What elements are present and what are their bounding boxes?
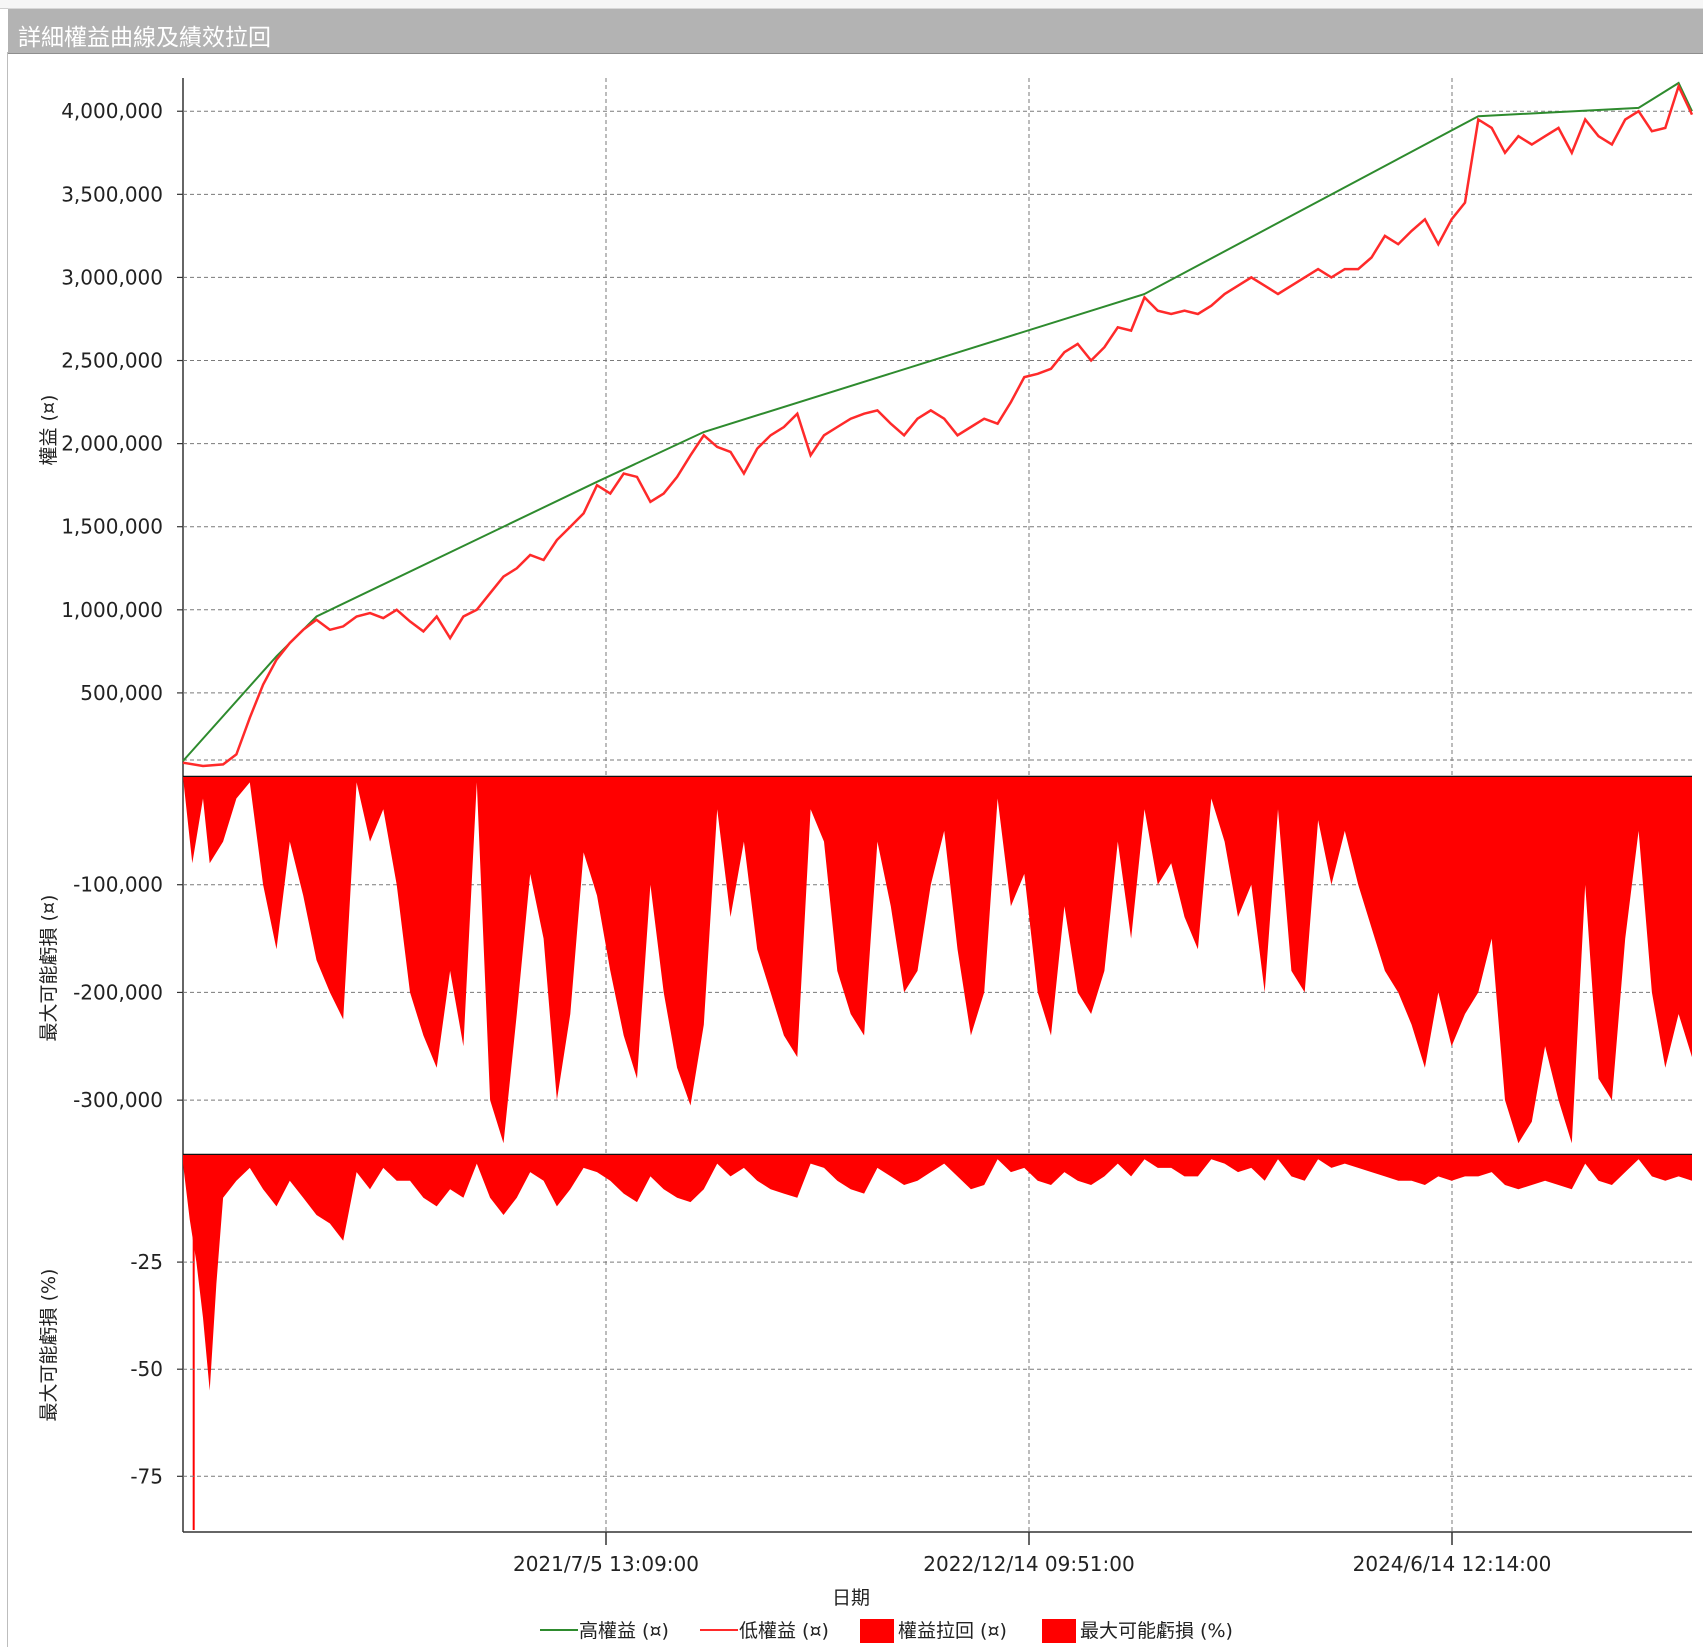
drawdown-abs-area [183,777,1692,1144]
y-tick-labels: 500,000 1,000,000 1,500,000 2,000,000 2,500,… [61,99,163,1488]
equity-high-line [182,81,1693,762]
window-title: 詳細權益曲線及績效拉回 [18,25,271,51]
y-tick-label: 1,500,000 [61,515,163,539]
y-tick-label: -50 [130,1357,163,1381]
x-tick-labels: 2021/7/5 13:09:00 2022/12/14 09:51:00 20… [513,1552,1551,1576]
legend: 高權益 (¤) 低權益 (¤) 權益拉回 (¤) 最大可能虧損 (%) [540,1619,1233,1643]
title-bar: 詳細權益曲線及績效拉回 [8,8,1703,54]
drawdown-pct-axis-title: 最大可能虧損 (%) [38,1269,60,1422]
legend-label-drawdown: 權益拉回 (¤) [898,1620,1007,1642]
y-tick-label: 2,500,000 [61,349,163,373]
legend-swatch-drawdown [860,1619,894,1643]
y-tick-label: 4,000,000 [61,99,163,123]
y-tick-label: 3,500,000 [61,182,163,206]
y-tick-label: -25 [130,1250,163,1274]
window-left-edge [7,52,8,1647]
drawdown-pct-area [183,1155,1692,1391]
y-tick-label: -75 [130,1464,163,1488]
y-tick-label: 2,000,000 [61,432,163,456]
legend-label-pct: 最大可能虧損 (%) [1080,1620,1233,1642]
x-tick-label: 2024/6/14 12:14:00 [1353,1552,1552,1576]
y-tick-label: 3,000,000 [61,265,163,289]
y-tick-label: -300,000 [73,1088,163,1112]
legend-label-high: 高權益 (¤) [579,1620,669,1642]
legend-label-low: 低權益 (¤) [739,1620,829,1642]
y-tick-label: -100,000 [73,873,163,897]
equity-low-line [182,82,1694,768]
legend-swatch-pct [1042,1619,1076,1643]
drawdown-abs-axis-title: 最大可能虧損 (¤) [38,895,60,1042]
y-tick-label: 1,000,000 [61,598,163,622]
x-tick-label: 2022/12/14 09:51:00 [923,1552,1134,1576]
x-axis-title: 日期 [832,1587,870,1609]
y-tick-label: 500,000 [80,681,163,705]
grid-lines [177,78,1692,1545]
y-tick-label: -200,000 [73,980,163,1004]
x-tick-label: 2021/7/5 13:09:00 [513,1552,699,1576]
equity-axis-title: 權益 (¤) [38,395,60,466]
